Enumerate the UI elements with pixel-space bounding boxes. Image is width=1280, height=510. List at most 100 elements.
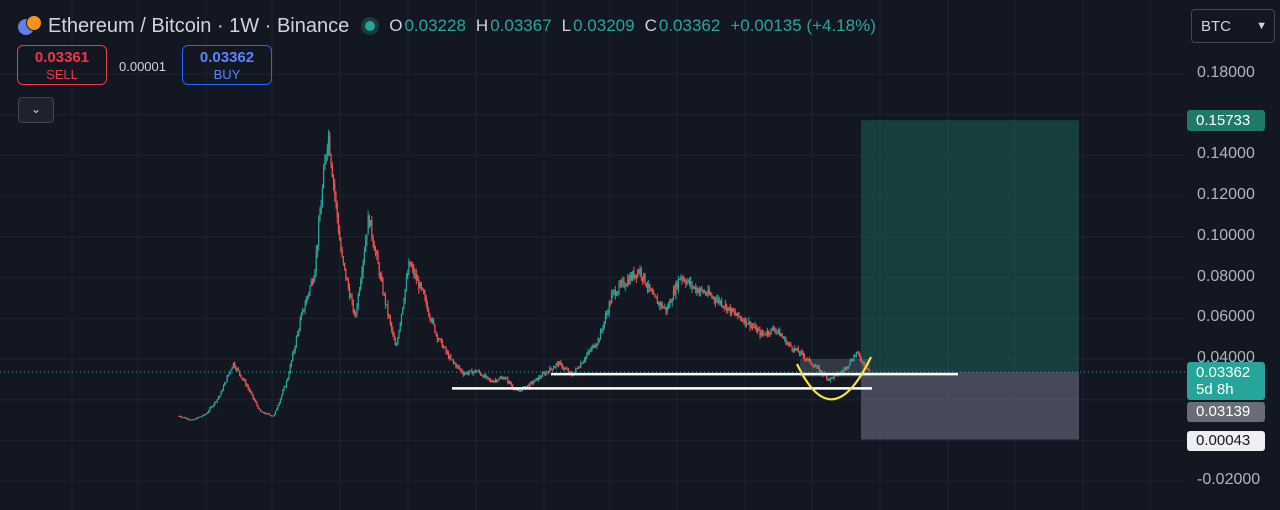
candle-body-321	[575, 368, 577, 372]
collapse-button[interactable]: ⌄	[18, 97, 54, 123]
candle-body-246	[482, 375, 484, 378]
candle-body-453	[738, 312, 740, 317]
candle-body-228	[460, 369, 462, 371]
candle-body-240	[475, 370, 477, 373]
candle-body-444	[727, 307, 729, 311]
candle-body-239	[473, 370, 476, 372]
candle-body-198	[423, 289, 425, 294]
candle-body-334	[591, 347, 593, 351]
candle-body-266	[507, 378, 509, 383]
currency-select[interactable]: BTC ▼	[1191, 9, 1275, 43]
candle-body-405	[679, 278, 681, 280]
candle-body-106	[309, 286, 311, 293]
candle-body-61	[253, 398, 256, 401]
candle-body-437	[718, 298, 720, 303]
candle-body-238	[472, 371, 474, 374]
candle-body-416	[692, 287, 694, 289]
candle-body-154	[368, 215, 370, 227]
candle-body-482	[774, 329, 776, 332]
candle-body-495	[790, 343, 792, 347]
candle-body-96	[297, 332, 299, 338]
candle-body-369	[634, 274, 636, 279]
candle-body-255	[493, 380, 495, 383]
candle-body-428	[707, 289, 709, 295]
candle-body-43	[231, 367, 233, 370]
candle-body-147	[360, 280, 362, 290]
candle-body-361	[624, 286, 626, 288]
candle-body-16	[198, 417, 200, 419]
sell-button[interactable]: 0.03361 SELL	[17, 45, 107, 85]
candle-body-377	[644, 273, 646, 284]
candle-body-65	[258, 408, 260, 410]
candle-body-373	[639, 268, 641, 273]
candle-body-67	[261, 411, 263, 413]
candle-body-529	[832, 377, 834, 379]
candle-body-475	[765, 334, 767, 336]
candle-body-393	[664, 307, 666, 309]
candle-body-348	[608, 302, 610, 313]
candle-body-356	[618, 283, 620, 292]
candle-body-426	[704, 292, 707, 295]
candle-body-187	[409, 261, 411, 266]
candle-body-186	[408, 261, 410, 274]
candle-body-257	[496, 379, 498, 382]
candle-body-549	[857, 352, 859, 354]
candle-body-384	[653, 293, 655, 295]
candle-body-487	[780, 335, 782, 337]
buy-button[interactable]: 0.03362 BUY	[182, 45, 272, 85]
candle-body-385	[654, 294, 656, 297]
target-price-badge: 0.15733	[1187, 110, 1265, 131]
candle-body-179	[399, 322, 401, 331]
candle-body-201	[426, 304, 429, 311]
candle-body-170	[388, 314, 390, 317]
candle-body-176	[395, 344, 398, 346]
candle-body-151	[365, 240, 367, 252]
candle-body-494	[789, 343, 791, 345]
current-price-value: 0.03362	[1196, 364, 1251, 381]
candle-body-364	[628, 279, 630, 284]
candle-body-63	[256, 402, 258, 406]
candle-body-301	[550, 367, 552, 369]
candle-body-312	[564, 368, 566, 370]
candle-body-37	[224, 382, 226, 386]
candle-body-342	[601, 329, 603, 331]
candle-body-79	[276, 408, 278, 412]
candle-body-71	[266, 413, 268, 415]
candle-body-136	[346, 278, 348, 280]
candle-body-112	[316, 244, 319, 252]
candle-body-481	[772, 328, 775, 330]
candle-body-91	[290, 360, 293, 366]
candle-body-78	[274, 411, 277, 415]
candle-body-268	[509, 381, 511, 384]
candle-body-264	[504, 377, 506, 379]
candle-body-516	[816, 366, 818, 368]
candle-body-58	[250, 391, 252, 393]
candle-body-163	[379, 275, 382, 277]
candle-body-420	[697, 288, 699, 293]
candle-body-400	[672, 289, 675, 301]
candle-body-54	[245, 380, 247, 386]
candle-body-363	[627, 279, 629, 286]
candle-body-69	[263, 411, 265, 414]
candle-body-329	[585, 356, 587, 360]
candle-body-243	[478, 370, 480, 373]
candle-body-233	[466, 372, 468, 375]
candle-body-345	[604, 315, 607, 322]
symbol-title[interactable]: Ethereum / Bitcoin · 1W · Binance	[48, 14, 350, 37]
candle-body-252	[489, 379, 492, 381]
candle-body-101	[303, 309, 305, 311]
candle-body-459	[745, 318, 747, 325]
candle-body-465	[753, 326, 755, 328]
open-value: 0.03228	[404, 16, 466, 35]
candle-body-456	[742, 320, 744, 322]
current-price-badge: 0.03362 5d 8h	[1187, 362, 1265, 400]
candle-body-275	[518, 390, 520, 392]
candle-body-87	[285, 380, 288, 387]
candle-body-513	[812, 365, 814, 367]
candle-body-410	[685, 282, 687, 285]
candle-body-224	[455, 363, 457, 367]
candle-body-497	[792, 349, 794, 351]
y-axis-tick: 0.04000	[1197, 349, 1255, 366]
candle-body-390	[660, 303, 662, 306]
